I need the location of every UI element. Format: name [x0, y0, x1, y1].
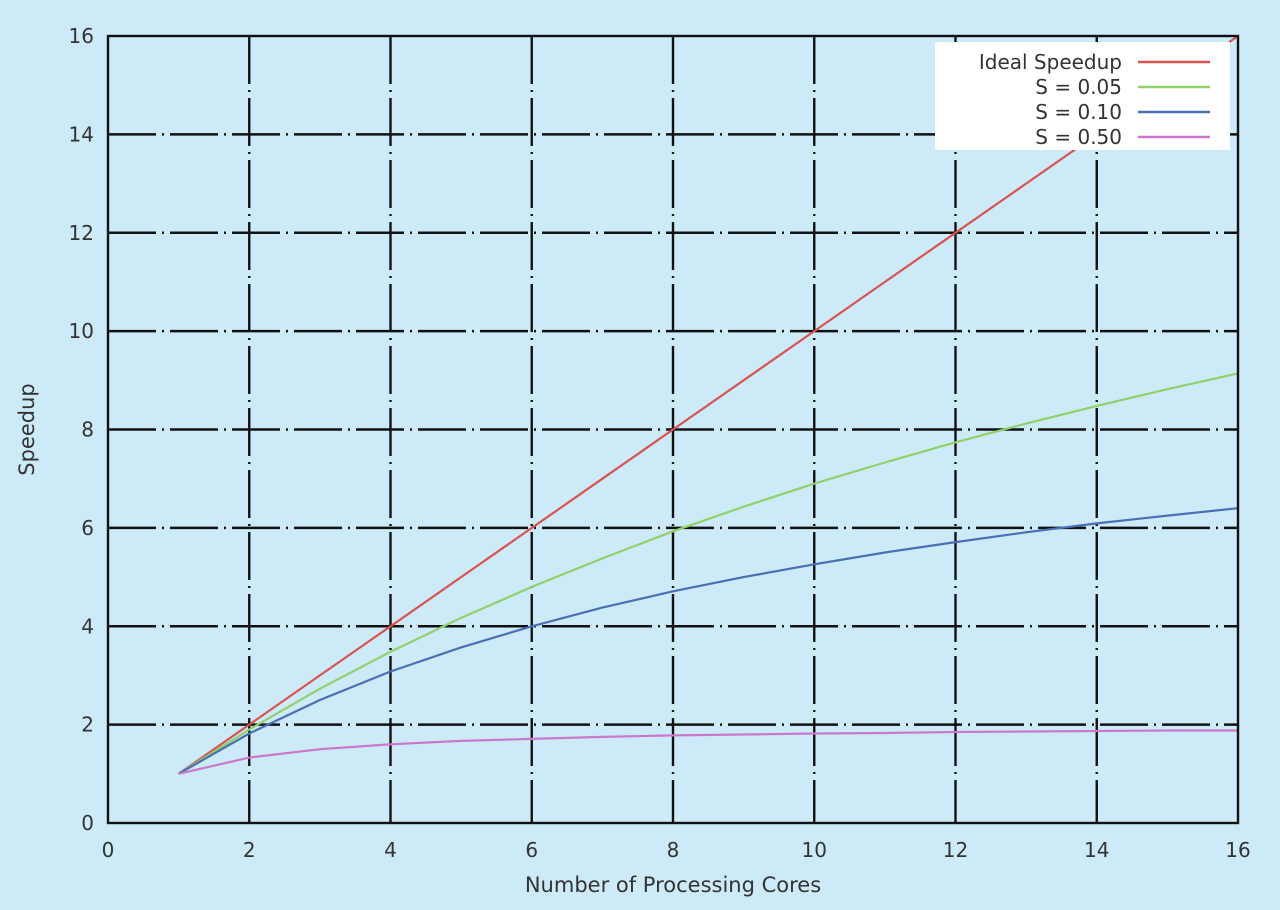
y-tick-label: 0: [81, 811, 94, 835]
y-tick-label: 6: [81, 516, 94, 540]
series-layer: [177, 35, 1239, 775]
legend-label: S = 0.10: [1035, 100, 1122, 124]
x-tick-label: 0: [102, 838, 115, 862]
x-tick-label: 14: [1084, 838, 1109, 862]
legend-label: S = 0.50: [1035, 125, 1122, 149]
legend-box: [935, 42, 1230, 150]
series-line-0: [177, 35, 1239, 775]
x-tick-label: 10: [802, 838, 827, 862]
y-tick-label: 12: [69, 221, 94, 245]
x-tick-label: 16: [1225, 838, 1250, 862]
tick-labels: 0 2 4 6 8 10 12 14 16 0 2 4 6 8 10 12 14 16: [69, 24, 1251, 862]
y-tick-label: 2: [81, 713, 94, 737]
y-tick-label: 8: [81, 418, 94, 442]
plot-frame: [106, 34, 1240, 825]
series-line-1: [178, 372, 1239, 775]
y-tick-label: 4: [81, 614, 94, 638]
x-axis-label: Number of Processing Cores: [525, 873, 821, 897]
x-tick-label: 4: [384, 838, 397, 862]
legend-label: S = 0.05: [1035, 75, 1122, 99]
y-tick-label: 10: [69, 319, 94, 343]
x-tick-label: 6: [525, 838, 538, 862]
x-tick-label: 8: [667, 838, 680, 862]
y-tick-label: 16: [69, 24, 94, 48]
y-tick-label: 14: [69, 122, 94, 146]
y-axis-label: Speedup: [15, 383, 39, 475]
x-tick-label: 12: [943, 838, 968, 862]
series-line-2: [178, 507, 1239, 775]
x-tick-label: 2: [243, 838, 256, 862]
legend-label: Ideal Speedup: [979, 50, 1122, 74]
series-line-3: [178, 729, 1238, 775]
